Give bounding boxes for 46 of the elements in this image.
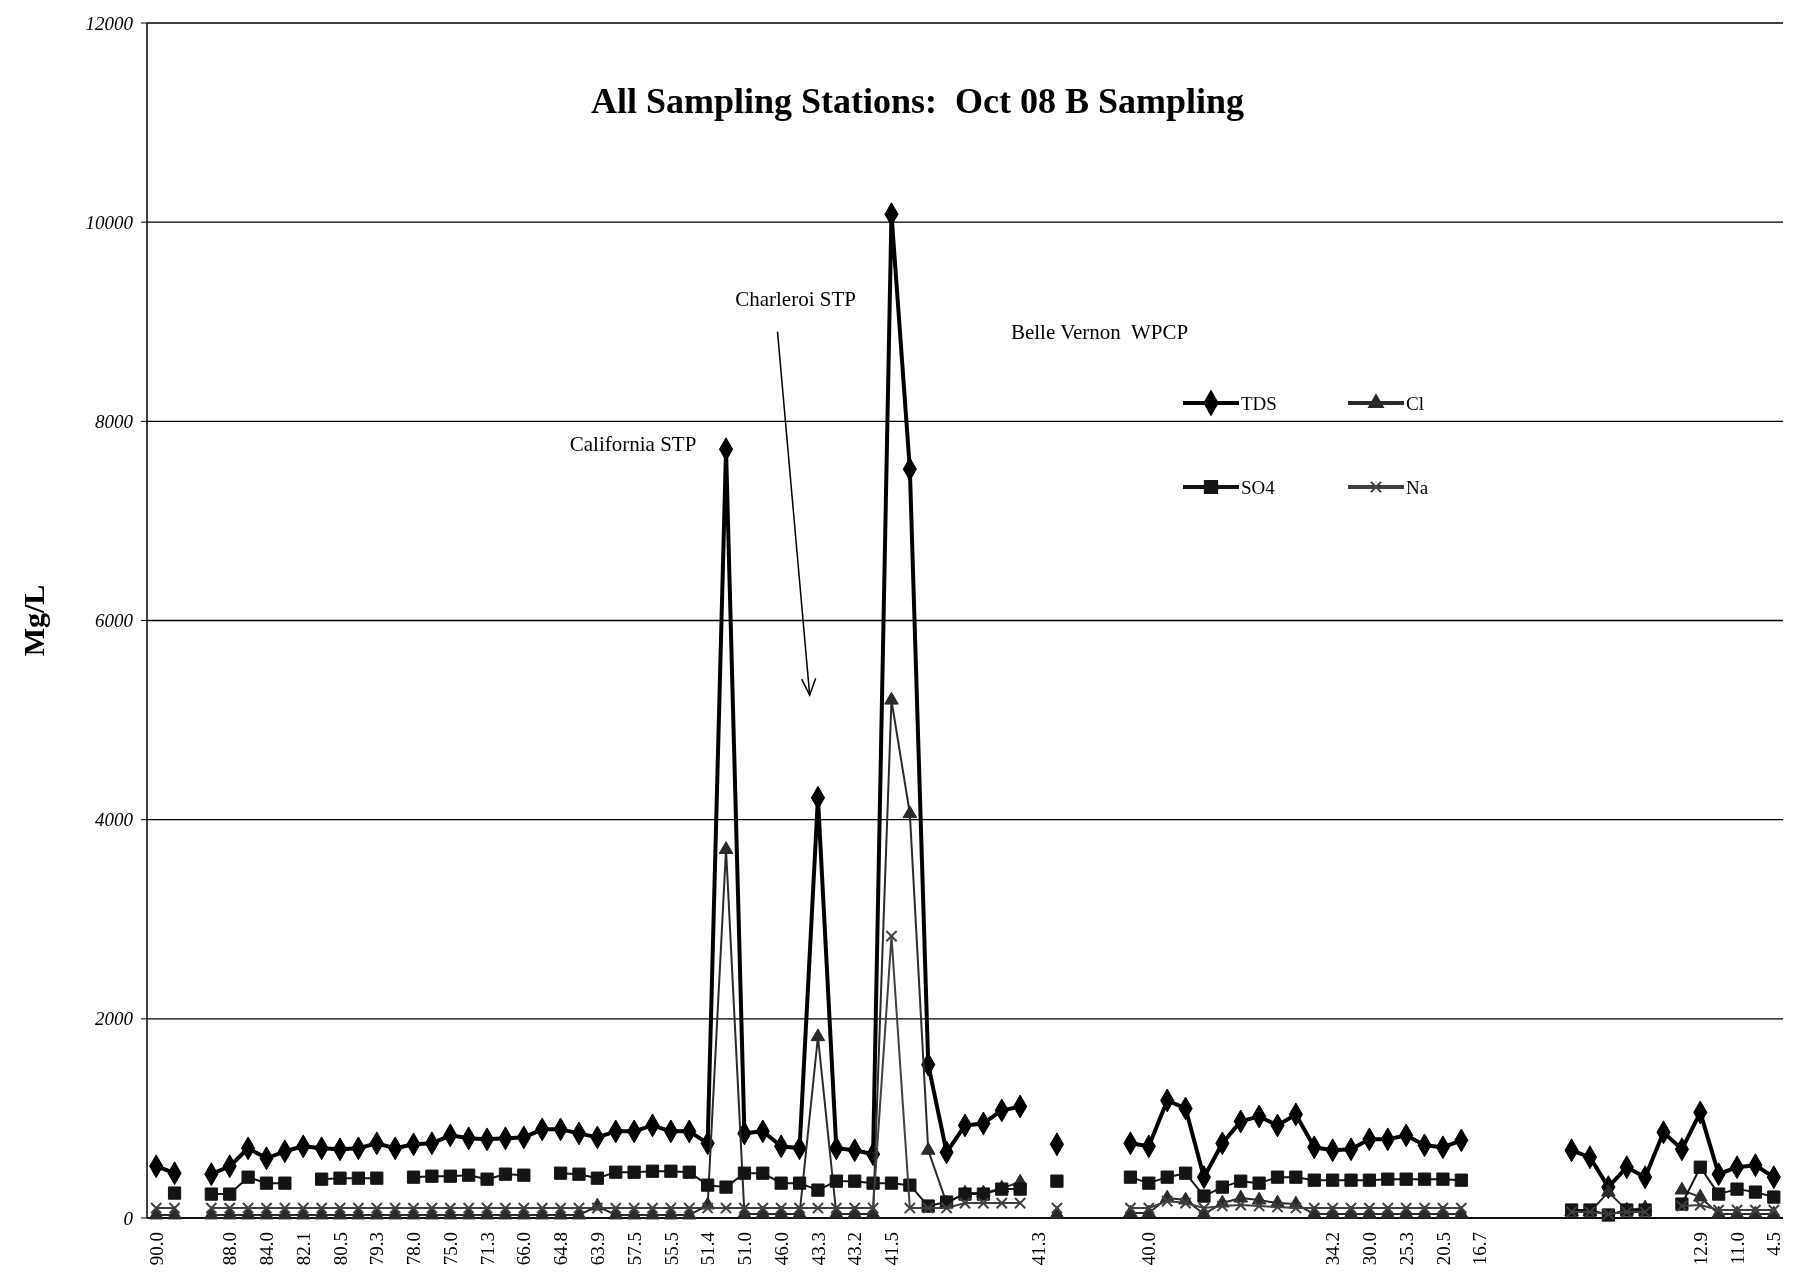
x-tick-label: 34.2 xyxy=(1322,1232,1344,1266)
x-tick-label: 12.9 xyxy=(1689,1232,1711,1266)
x-tick-label: 41.3 xyxy=(1028,1232,1050,1266)
x-tick-label: 46.0 xyxy=(770,1232,792,1266)
legend-label: Na xyxy=(1406,476,1429,498)
x-tick-label: 43.3 xyxy=(807,1232,829,1266)
y-axis-title: Mg/L xyxy=(17,584,50,657)
x-tick-label: 51.0 xyxy=(734,1232,756,1266)
x-tick-label: 43.2 xyxy=(844,1232,866,1266)
legend-label: Cl xyxy=(1406,392,1424,414)
x-tick-label: 4.5 xyxy=(1763,1232,1785,1256)
annotation: Belle Vernon WPCP xyxy=(1010,319,1189,344)
x-tick-label: 90.0 xyxy=(145,1232,167,1266)
annotation: Charleroi STP xyxy=(735,286,856,311)
x-tick-label: 75.0 xyxy=(439,1232,461,1266)
x-tick-label: 63.9 xyxy=(587,1232,609,1266)
annotation: California STP xyxy=(569,432,697,457)
x-tick-label: 66.0 xyxy=(513,1232,535,1266)
x-tick-label: 16.7 xyxy=(1469,1232,1491,1266)
y-tick-label: 6000 xyxy=(95,610,134,632)
x-tick-label: 57.5 xyxy=(623,1232,645,1266)
y-tick-label: 10000 xyxy=(85,211,134,233)
y-tick-label: 12000 xyxy=(85,12,134,34)
x-tick-label: 79.3 xyxy=(366,1232,388,1266)
x-tick-label: 78.0 xyxy=(403,1232,425,1266)
x-tick-label: 88.0 xyxy=(219,1232,241,1266)
x-tick-label: 25.3 xyxy=(1395,1232,1417,1266)
x-tick-label: 51.4 xyxy=(697,1231,719,1266)
x-tick-label: 64.8 xyxy=(550,1232,572,1266)
x-tick-label: 84.0 xyxy=(256,1232,278,1266)
x-tick-label: 20.5 xyxy=(1432,1232,1454,1266)
y-tick-label: 4000 xyxy=(95,809,134,831)
y-tick-label: 2000 xyxy=(95,1008,134,1030)
x-tick-label: 55.5 xyxy=(660,1232,682,1266)
x-tick-label: 11.0 xyxy=(1726,1232,1748,1265)
legend-label: TDS xyxy=(1241,392,1277,414)
legend-label: SO4 xyxy=(1241,476,1276,498)
x-tick-label: 82.1 xyxy=(292,1232,314,1266)
x-tick-label: 71.3 xyxy=(476,1232,498,1266)
x-tick-label: 41.5 xyxy=(881,1232,903,1266)
x-tick-label: 80.5 xyxy=(329,1232,351,1266)
y-tick-label: 0 xyxy=(123,1207,134,1229)
x-tick-label: 30.0 xyxy=(1359,1232,1381,1266)
text: All Sampling Stations: Oct 08 B Sampling xyxy=(590,81,1245,121)
y-tick-label: 8000 xyxy=(95,410,134,432)
x-tick-label: 40.0 xyxy=(1138,1232,1160,1266)
